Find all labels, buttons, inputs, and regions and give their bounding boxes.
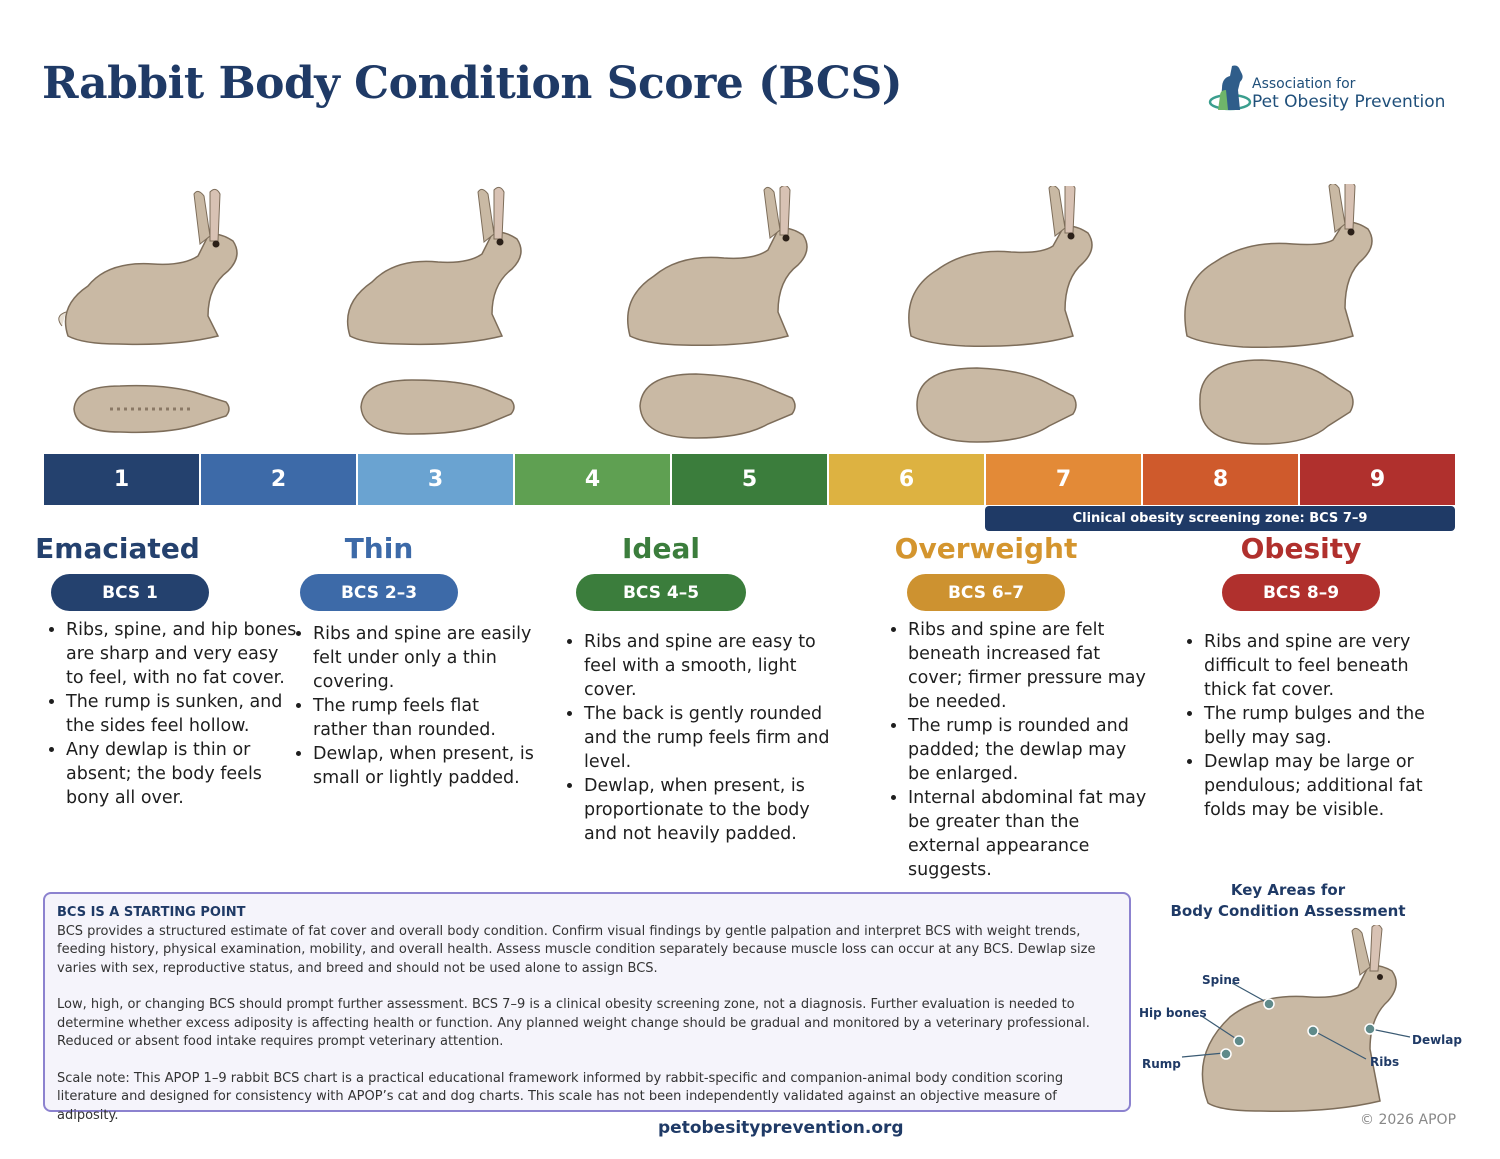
key-label-ribs: Ribs [1370, 1055, 1400, 1069]
score-segment-6: 6 [829, 454, 986, 505]
category-title-thin: Thin [344, 532, 414, 565]
list-item: Ribs and spine are felt beneath increase… [908, 618, 1148, 714]
score-segment-2: 2 [201, 454, 358, 505]
bcs-score-scale: 1 2 3 4 5 6 7 8 9 [44, 454, 1455, 505]
category-title-overweight: Overweight [894, 532, 1078, 565]
dewlap-marker [1364, 1023, 1411, 1038]
bcs-badge-ideal: BCS 4–5 [576, 574, 746, 611]
copyright-notice: © 2026 APOP [1360, 1112, 1457, 1128]
bcs-badge-overweight: BCS 6–7 [907, 574, 1065, 611]
bcs-starting-point-notice: BCS IS A STARTING POINT BCS provides a s… [43, 892, 1131, 1123]
list-item: The rump bulges and the belly may sag. [1204, 702, 1449, 750]
category-title-obesity: Obesity [1240, 532, 1362, 565]
rabbit-top-view-ideal [639, 373, 796, 439]
page-title: Rabbit Body Condition Score (BCS) [42, 58, 903, 109]
notice-paragraph-2: Low, high, or changing BCS should prompt… [57, 997, 1090, 1049]
key-label-rump: Rump [1142, 1057, 1181, 1071]
rabbit-side-illustration-thin [346, 186, 522, 346]
score-segment-8: 8 [1143, 454, 1300, 505]
rabbit-top-view-obesity [1199, 359, 1354, 445]
logo-text-line1: Association for [1252, 76, 1356, 92]
list-item: Ribs and spine are very difficult to fee… [1204, 630, 1449, 702]
list-item: Any dewlap is thin or absent; the body f… [66, 738, 298, 810]
bcs-badge-thin: BCS 2–3 [300, 574, 458, 611]
criteria-list-emaciated: Ribs, spine, and hip bones are sharp and… [44, 618, 298, 810]
list-item: The back is gently rounded and the rump … [584, 702, 834, 774]
ribs-marker [1307, 1025, 1367, 1060]
bcs-badge-emaciated: BCS 1 [51, 574, 209, 611]
website-link[interactable]: petobesityprevention.org [658, 1118, 904, 1138]
list-item: Ribs, spine, and hip bones are sharp and… [66, 618, 298, 690]
pet-silhouette-icon [1208, 65, 1252, 111]
criteria-list-thin: Ribs and spine are easily felt under onl… [291, 622, 535, 790]
score-segment-9: 9 [1300, 454, 1455, 505]
logo-text-line2: Pet Obesity Prevention [1252, 92, 1446, 112]
rabbit-side-illustration-emaciated [58, 188, 238, 346]
bcs-badge-obesity: BCS 8–9 [1222, 574, 1380, 611]
list-item: Internal abdominal fat may be greater th… [908, 786, 1148, 882]
notice-heading: BCS IS A STARTING POINT [57, 905, 246, 920]
criteria-list-ideal: Ribs and spine are easy to feel with a s… [562, 630, 834, 846]
score-segment-3: 3 [358, 454, 515, 505]
category-title-ideal: Ideal [622, 532, 700, 565]
criteria-list-obesity: Ribs and spine are very difficult to fee… [1182, 630, 1449, 822]
list-item: Dewlap may be large or pendulous; additi… [1204, 750, 1449, 822]
key-label-spine: Spine [1202, 973, 1241, 987]
list-item: The rump is rounded and padded; the dewl… [908, 714, 1148, 786]
list-item: Ribs and spine are easily felt under onl… [313, 622, 535, 694]
rabbit-top-view-emaciated [73, 384, 230, 434]
key-areas-rabbit-diagram [1181, 925, 1411, 1113]
hip-bones-marker [1199, 1014, 1245, 1047]
apop-logo[interactable]: Association for Pet Obesity Prevention [1208, 60, 1458, 120]
rabbit-side-illustration-overweight [908, 186, 1093, 348]
key-areas-title: Key Areas for Body Condition Assessment [1150, 880, 1426, 922]
list-item: Dewlap, when present, is small or lightl… [313, 742, 535, 790]
list-item: Ribs and spine are easy to feel with a s… [584, 630, 834, 702]
rabbit-side-illustration-ideal [626, 186, 808, 347]
criteria-list-overweight: Ribs and spine are felt beneath increase… [886, 618, 1148, 882]
key-areas-title-line1: Key Areas for [1230, 881, 1346, 899]
score-segment-7: 7 [986, 454, 1143, 505]
score-segment-5: 5 [672, 454, 829, 505]
list-item: The rump is sunken, and the sides feel h… [66, 690, 298, 738]
rabbit-top-view-thin [360, 379, 515, 435]
score-segment-1: 1 [44, 454, 201, 505]
rabbit-side-illustration-obesity [1184, 184, 1373, 348]
obesity-screening-zone-banner: Clinical obesity screening zone: BCS 7–9 [985, 506, 1455, 531]
key-areas-title-line2: Body Condition Assessment [1170, 902, 1406, 920]
notice-paragraph-1: BCS provides a structured estimate of fa… [57, 923, 1096, 976]
list-item: The rump feels flat rather than rounded. [313, 694, 535, 742]
list-item: Dewlap, when present, is proportionate t… [584, 774, 834, 846]
key-label-dewlap: Dewlap [1412, 1033, 1462, 1047]
rabbit-top-view-overweight [916, 367, 1077, 443]
spine-marker [1231, 982, 1275, 1010]
score-segment-4: 4 [515, 454, 672, 505]
rump-marker [1181, 1048, 1232, 1060]
category-title-emaciated: Emaciated [35, 532, 200, 565]
key-label-hip-bones: Hip bones [1139, 1006, 1207, 1020]
notice-paragraph-3: Scale note: This APOP 1–9 rabbit BCS cha… [57, 1070, 1064, 1123]
